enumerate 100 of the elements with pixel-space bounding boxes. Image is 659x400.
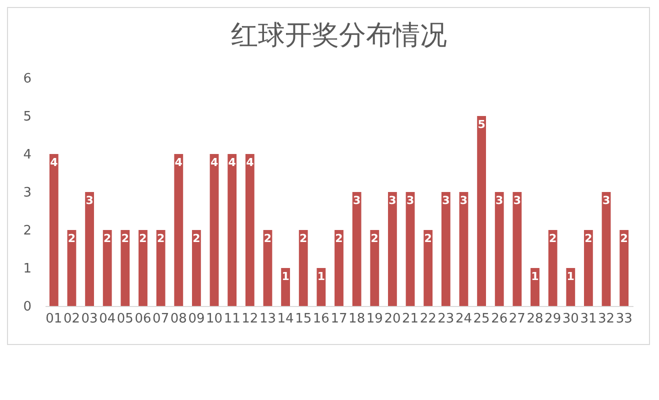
x-tick-label: 10 [206, 312, 223, 326]
bar [316, 268, 326, 306]
bar [459, 192, 468, 306]
bar [388, 192, 397, 306]
data-label: 3 [86, 194, 94, 207]
bar [620, 230, 629, 306]
bar [602, 192, 611, 306]
bar [263, 230, 272, 306]
data-label: 2 [424, 232, 432, 245]
data-label: 4 [210, 156, 218, 169]
data-label: 3 [460, 194, 468, 207]
bar [370, 230, 380, 306]
data-label: 4 [50, 156, 58, 169]
x-tick-label: 19 [366, 312, 383, 326]
x-tick-label: 01 [46, 312, 62, 326]
x-tick-label: 22 [420, 312, 436, 326]
bar [245, 154, 254, 306]
bar [298, 230, 308, 306]
bar [49, 154, 58, 306]
x-tick-label: 27 [508, 312, 526, 326]
data-label: 2 [139, 232, 147, 245]
data-label: 2 [104, 232, 112, 245]
x-tick-label: 30 [562, 312, 579, 326]
data-label: 4 [228, 156, 236, 169]
data-label: 3 [406, 194, 414, 207]
bar [156, 230, 166, 306]
x-tick-label: 07 [152, 312, 170, 326]
x-tick-label: 26 [491, 312, 508, 326]
y-tick-label: 5 [23, 110, 32, 124]
x-tick-label: 32 [598, 312, 615, 326]
x-tick-label: 18 [348, 312, 366, 326]
x-tick-label: 25 [473, 312, 490, 326]
bar [67, 230, 76, 306]
bar [441, 192, 450, 306]
bar [406, 192, 415, 306]
data-label: 4 [246, 156, 254, 169]
x-tick-label: 05 [116, 312, 134, 326]
data-label: 5 [478, 118, 486, 131]
x-tick-label: 09 [188, 312, 205, 326]
bar [424, 230, 433, 306]
bar [494, 192, 504, 306]
bar [584, 230, 593, 306]
bar [334, 230, 344, 306]
x-tick-label: 23 [438, 312, 454, 326]
x-tick-label: 04 [99, 312, 116, 326]
data-label: 3 [388, 194, 396, 207]
data-label: 2 [335, 232, 343, 245]
bar [566, 268, 576, 306]
data-label: 2 [68, 232, 76, 245]
x-tick-label: 24 [455, 312, 472, 326]
x-tick-label: 17 [330, 312, 348, 326]
x-tick-label: 15 [295, 312, 312, 326]
data-label: 3 [602, 194, 610, 207]
data-label: 2 [121, 232, 130, 245]
data-label: 2 [300, 232, 308, 245]
y-tick-label: 3 [23, 186, 32, 200]
x-tick-label: 08 [170, 312, 187, 326]
x-tick-label: 14 [277, 312, 294, 326]
x-tick-label: 33 [616, 312, 632, 326]
data-label: 3 [513, 194, 522, 207]
data-label: 3 [352, 194, 361, 207]
data-label: 2 [548, 232, 557, 245]
y-tick-label: 2 [23, 224, 32, 238]
chart-title: 红球开奖分布情况 [231, 20, 447, 51]
x-tick-label: 13 [259, 312, 276, 326]
x-tick-label: 21 [402, 312, 419, 326]
bar [174, 154, 184, 306]
bar [477, 116, 486, 306]
data-label: 3 [496, 194, 504, 207]
x-tick-label: 16 [312, 312, 330, 326]
data-label: 2 [370, 232, 378, 245]
bar [120, 230, 130, 306]
bar [210, 154, 219, 306]
x-tick-label: 31 [580, 312, 597, 326]
y-tick-label: 6 [23, 72, 32, 86]
y-tick-label: 1 [23, 262, 32, 276]
x-tick-label: 02 [63, 312, 80, 326]
bar [102, 230, 112, 306]
bar [85, 192, 94, 306]
data-label: 2 [620, 232, 628, 245]
x-tick-label: 12 [242, 312, 258, 326]
x-tick-label: 29 [544, 312, 562, 326]
data-label: 1 [317, 270, 326, 283]
x-tick-label: 11 [224, 312, 240, 326]
data-label: 3 [442, 194, 450, 207]
data-label: 2 [264, 232, 272, 245]
data-label: 1 [566, 270, 574, 283]
x-tick-label: 03 [81, 312, 98, 326]
bar [281, 268, 290, 306]
bar [352, 192, 362, 306]
data-label: 1 [282, 270, 290, 283]
data-label: 2 [192, 232, 200, 245]
bar [192, 230, 201, 306]
bar [548, 230, 558, 306]
bar [228, 154, 237, 306]
y-tick-label: 4 [23, 148, 32, 162]
data-label: 2 [156, 232, 165, 245]
data-label: 1 [531, 270, 539, 283]
bar [512, 192, 522, 306]
data-label: 4 [174, 156, 183, 169]
